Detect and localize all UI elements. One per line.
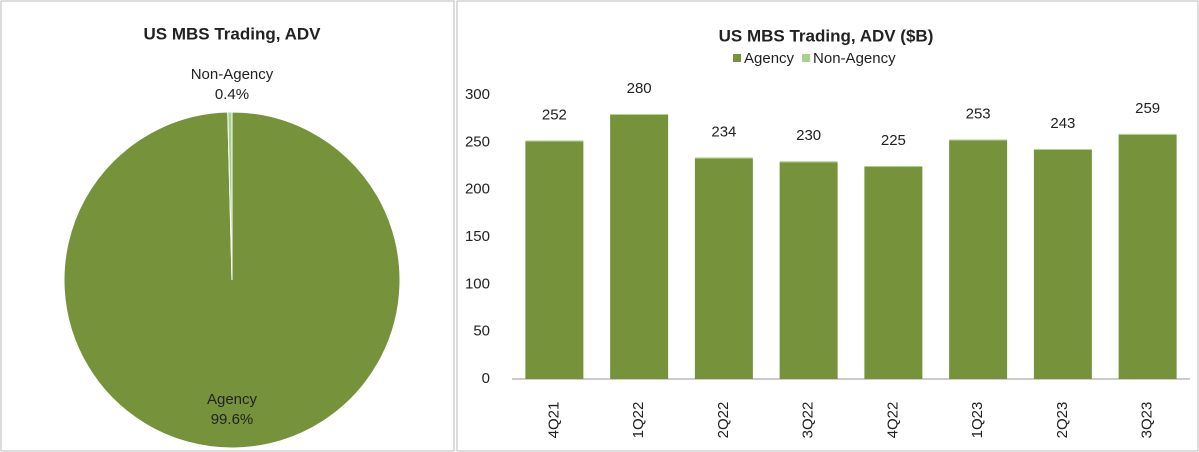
- bar-segment: [779, 161, 838, 163]
- total-label: 253: [966, 105, 991, 122]
- total-label: 230: [796, 127, 821, 144]
- bar-segment: [694, 157, 753, 159]
- bar-segment: [864, 166, 923, 167]
- total-label: 259: [1135, 100, 1160, 117]
- total-label: 225: [881, 132, 906, 149]
- pie-panel: [0, 0, 455, 452]
- slice-value-label: 0.4%: [215, 86, 249, 103]
- slice-value-label: 99.6%: [211, 411, 254, 428]
- total-label: 252: [542, 106, 567, 123]
- bar-segment: [610, 113, 669, 115]
- x-tick-label: 1Q23: [969, 402, 986, 439]
- legend-label: Non-Agency: [813, 50, 896, 67]
- bar-segment: [949, 140, 1008, 379]
- bar-segment: [779, 162, 838, 379]
- x-tick-label: 2Q22: [715, 402, 732, 439]
- bar-segment: [610, 114, 669, 379]
- y-tick-label: 100: [465, 275, 490, 292]
- legend-label: Agency: [744, 50, 795, 67]
- bar-segment: [1118, 133, 1177, 135]
- bar-segment: [525, 140, 584, 142]
- x-tick-label: 4Q21: [545, 402, 562, 439]
- pie-slice: [227, 111, 233, 281]
- y-tick-label: 250: [465, 133, 490, 150]
- x-tick-label: 2Q23: [1054, 402, 1071, 439]
- bar-title: US MBS Trading, ADV ($B): [719, 26, 934, 45]
- legend-swatch: [733, 54, 741, 62]
- slice-label: Agency: [207, 391, 258, 408]
- x-tick-label: 3Q23: [1139, 402, 1156, 439]
- legend-swatch: [802, 54, 811, 62]
- y-tick-label: 200: [465, 181, 490, 198]
- total-label: 234: [711, 123, 736, 140]
- y-tick-label: 0: [482, 370, 490, 387]
- y-tick-label: 300: [465, 86, 490, 103]
- x-tick-label: 3Q22: [800, 402, 817, 439]
- y-tick-label: 150: [465, 228, 490, 245]
- pie-title: US MBS Trading, ADV: [144, 24, 322, 43]
- bar-segment: [694, 158, 753, 379]
- slice-label: Non-Agency: [191, 66, 274, 83]
- bar-segment: [525, 141, 584, 379]
- bar-segment: [1033, 148, 1092, 150]
- x-tick-label: 4Q22: [884, 402, 901, 439]
- bar-segment: [1118, 134, 1177, 379]
- total-label: 280: [627, 80, 652, 97]
- bar-segment: [864, 166, 923, 379]
- total-label: 243: [1050, 115, 1075, 132]
- bar-panel: [456, 0, 1199, 452]
- x-tick-label: 1Q22: [630, 402, 647, 439]
- bar-segment: [1033, 149, 1092, 379]
- bar-segment: [949, 139, 1008, 141]
- y-tick-label: 50: [473, 323, 490, 340]
